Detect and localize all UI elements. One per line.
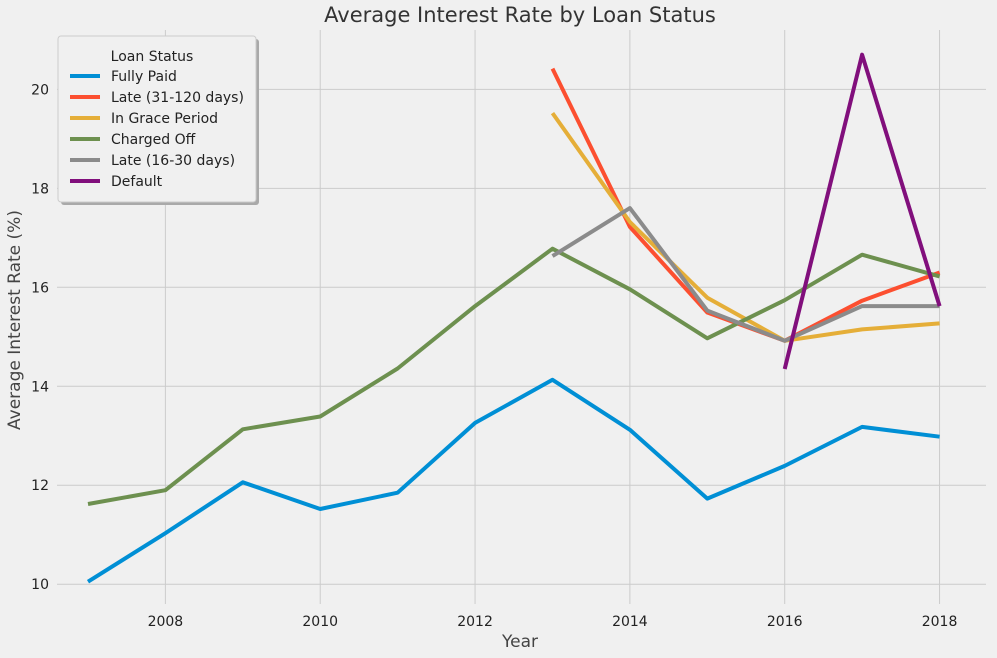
x-tick-label: 2010 xyxy=(302,614,338,630)
chart-title: Average Interest Rate by Loan Status xyxy=(324,3,716,27)
y-tick-label: 12 xyxy=(31,478,49,494)
x-tick-label: 2012 xyxy=(457,614,493,630)
x-tick-label: 2018 xyxy=(922,614,958,630)
y-tick-label: 20 xyxy=(31,82,49,98)
legend-title: Loan Status xyxy=(111,49,194,65)
legend-box xyxy=(57,35,257,203)
x-tick-label: 2016 xyxy=(767,614,803,630)
series-line-late-16-30-days xyxy=(551,206,940,343)
y-axis-label: Average Interest Rate (%) xyxy=(5,210,25,430)
y-tick-label: 16 xyxy=(31,280,49,296)
series-line-default xyxy=(782,52,942,370)
y-tick-label: 14 xyxy=(31,379,49,395)
series-line-fully-paid xyxy=(86,377,940,584)
legend-label-late-16-30-days: Late (16-30 days) xyxy=(111,153,235,169)
legend-label-charged-off: Charged Off xyxy=(111,132,196,148)
y-tick-label: 10 xyxy=(31,577,49,593)
x-tick-label: 2008 xyxy=(148,614,184,630)
y-tick-label: 18 xyxy=(31,181,49,197)
legend-label-default: Default xyxy=(111,174,163,190)
tick-labels: 2008 2010 2012 2014 2016 2018 10 12 14 16 18 20 xyxy=(31,82,957,630)
x-tick-label: 2014 xyxy=(612,614,648,630)
series-lines xyxy=(86,52,942,584)
legend-label-late-31-120-days: Late (31-120 days) xyxy=(111,90,244,106)
legend-label-fully-paid: Fully Paid xyxy=(111,69,177,85)
legend-label-in-grace-period: In Grace Period xyxy=(111,111,218,127)
series-line-charged-off xyxy=(87,246,941,506)
legend: Loan Status Fully Paid Late (31-120 days)… xyxy=(57,35,259,205)
legend-items: Fully Paid Late (31-120 days) In Grace Per… xyxy=(70,69,244,190)
x-axis-label: Year xyxy=(501,632,538,652)
